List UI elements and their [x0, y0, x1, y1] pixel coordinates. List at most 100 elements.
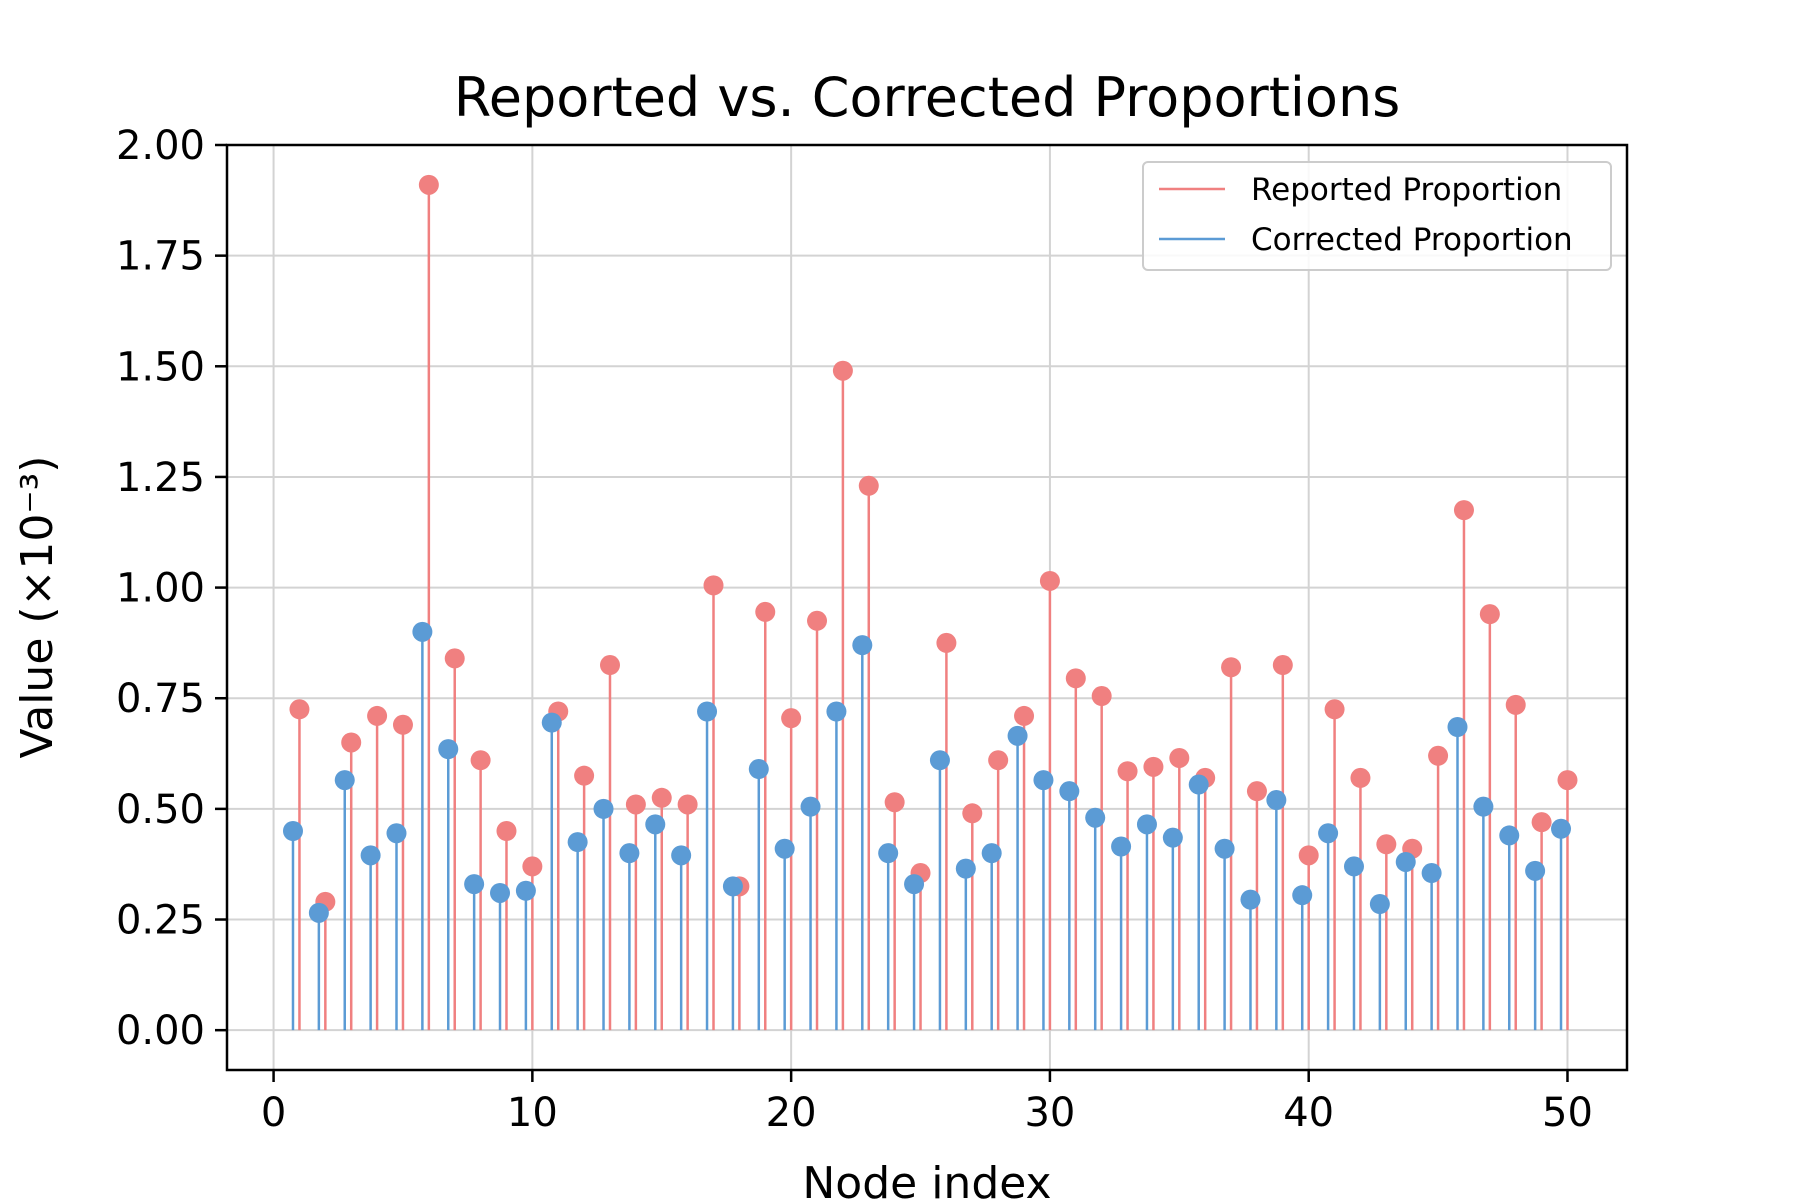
- marker-corrected: [541, 712, 562, 733]
- marker-reported: [988, 750, 1009, 771]
- marker-corrected: [981, 843, 1002, 864]
- y-tick-label: 1.25: [116, 455, 205, 501]
- stems: [282, 174, 1578, 1031]
- marker-corrected: [645, 814, 666, 835]
- y-tick-label: 1.00: [116, 566, 205, 612]
- legend-label-corrected: Corrected Proportion: [1251, 222, 1573, 258]
- x-tick-label: 30: [1024, 1090, 1075, 1136]
- y-tick-label: 1.75: [116, 234, 205, 280]
- marker-reported: [418, 174, 439, 195]
- marker-reported: [367, 705, 388, 726]
- marker-corrected: [1447, 716, 1468, 737]
- marker-corrected: [1111, 836, 1132, 857]
- marker-reported: [884, 792, 905, 813]
- grid: [227, 144, 1627, 1070]
- marker-corrected: [697, 701, 718, 722]
- legend: Reported Proportion Corrected Proportion: [1142, 161, 1612, 271]
- marker-corrected: [1162, 827, 1183, 848]
- marker-corrected: [308, 902, 329, 923]
- marker-corrected: [1059, 781, 1080, 802]
- marker-corrected: [1421, 863, 1442, 884]
- marker-corrected: [1525, 860, 1546, 881]
- plot-frame: [225, 143, 1629, 1072]
- marker-corrected: [360, 845, 381, 866]
- marker-reported: [677, 794, 698, 815]
- marker-reported: [962, 803, 983, 824]
- marker-corrected: [515, 880, 536, 901]
- marker-corrected: [1551, 818, 1572, 839]
- marker-corrected: [1188, 774, 1209, 795]
- marker-reported: [574, 765, 595, 786]
- x-axis-label: Node index: [802, 1158, 1051, 1200]
- y-tick-label: 0.00: [116, 1008, 205, 1054]
- marker-reported: [1531, 812, 1552, 833]
- marker-reported: [1143, 756, 1164, 777]
- marker-corrected: [1085, 807, 1106, 828]
- marker-reported: [1065, 668, 1086, 689]
- series-corrected: [282, 621, 1572, 1031]
- marker-reported: [1246, 781, 1267, 802]
- y-tick-label: 0.25: [116, 898, 205, 944]
- marker-reported: [444, 648, 465, 669]
- marker-corrected: [1369, 894, 1390, 915]
- y-tick-label: 0.75: [116, 676, 205, 722]
- marker-reported: [1479, 604, 1500, 625]
- marker-corrected: [593, 798, 614, 819]
- marker-reported: [936, 632, 957, 653]
- marker-corrected: [282, 821, 303, 842]
- marker-reported: [651, 787, 672, 808]
- marker-reported: [496, 821, 517, 842]
- chart-title: Reported vs. Corrected Proportions: [454, 66, 1401, 129]
- marker-reported: [1298, 845, 1319, 866]
- marker-corrected: [904, 874, 925, 895]
- marker-reported: [1272, 655, 1293, 676]
- marker-corrected: [438, 739, 459, 760]
- x-tick-label: 40: [1283, 1090, 1334, 1136]
- axis-ticks: 0 10 20 30 40 50 0.00 0.25 0.50 0.75 1.00 1.25 1.50 1…: [116, 123, 1593, 1136]
- y-axis-label: Value (×10⁻³): [12, 456, 63, 759]
- marker-corrected: [722, 876, 743, 897]
- x-tick-label: 10: [507, 1090, 558, 1136]
- marker-corrected: [878, 843, 899, 864]
- marker-reported: [1324, 699, 1345, 720]
- marker-corrected: [1395, 851, 1416, 872]
- marker-corrected: [1473, 796, 1494, 817]
- x-tick-label: 0: [261, 1090, 286, 1136]
- marker-reported: [599, 655, 620, 676]
- marker-corrected: [464, 874, 485, 895]
- marker-corrected: [1499, 825, 1520, 846]
- marker-reported: [858, 475, 879, 496]
- marker-reported: [289, 699, 310, 720]
- marker-corrected: [929, 750, 950, 771]
- y-tick-label: 2.00: [116, 123, 205, 169]
- marker-corrected: [1214, 838, 1235, 859]
- marker-reported: [1117, 761, 1138, 782]
- marker-reported: [1221, 657, 1242, 678]
- marker-reported: [625, 794, 646, 815]
- marker-reported: [1505, 694, 1526, 715]
- marker-corrected: [955, 858, 976, 879]
- marker-corrected: [334, 770, 355, 791]
- marker-corrected: [826, 701, 847, 722]
- marker-reported: [755, 601, 776, 622]
- marker-corrected: [1266, 790, 1287, 811]
- marker-reported: [1428, 745, 1449, 766]
- marker-corrected: [1343, 856, 1364, 877]
- marker-corrected: [671, 845, 692, 866]
- marker-corrected: [386, 823, 407, 844]
- marker-reported: [1453, 500, 1474, 521]
- marker-reported: [1376, 834, 1397, 855]
- marker-corrected: [1318, 823, 1339, 844]
- marker-reported: [1169, 747, 1190, 768]
- marker-corrected: [800, 796, 821, 817]
- legend-box: [1142, 161, 1612, 271]
- marker-corrected: [1292, 885, 1313, 906]
- marker-reported: [1039, 570, 1060, 591]
- marker-corrected: [1033, 770, 1054, 791]
- x-tick-label: 50: [1542, 1090, 1593, 1136]
- marker-reported: [703, 575, 724, 596]
- marker-reported: [392, 714, 413, 735]
- legend-label-reported: Reported Proportion: [1251, 172, 1562, 208]
- marker-reported: [1014, 705, 1035, 726]
- marker-corrected: [1136, 814, 1157, 835]
